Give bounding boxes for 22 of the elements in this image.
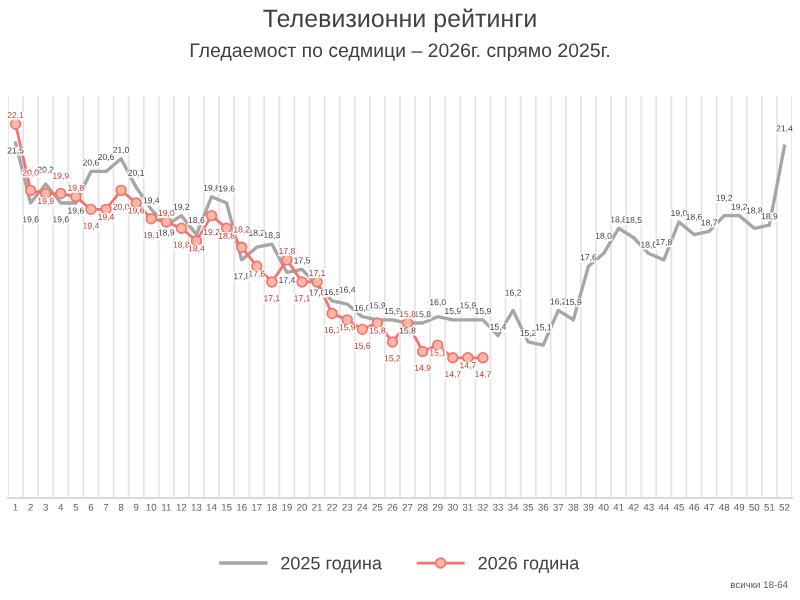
point — [296, 276, 308, 288]
chart-title: Телевизионни рейтинги — [263, 8, 536, 33]
point — [447, 352, 459, 364]
point — [266, 276, 278, 288]
point — [416, 345, 429, 358]
point — [205, 209, 218, 222]
legend-label: 2026 година — [478, 556, 580, 573]
point — [85, 203, 97, 216]
point — [235, 241, 248, 253]
chart-subtitle: Гледаемост по седмици – 2026г. спрямо 2025г. — [190, 43, 609, 62]
point — [175, 222, 188, 234]
point — [55, 187, 67, 200]
point — [386, 336, 399, 348]
point — [477, 352, 489, 364]
point — [356, 323, 369, 336]
point — [326, 307, 338, 320]
point — [115, 184, 127, 197]
point — [9, 118, 22, 130]
legend-label: 2025 година — [281, 556, 382, 573]
point — [24, 184, 37, 197]
point — [160, 216, 173, 228]
point — [145, 213, 157, 225]
